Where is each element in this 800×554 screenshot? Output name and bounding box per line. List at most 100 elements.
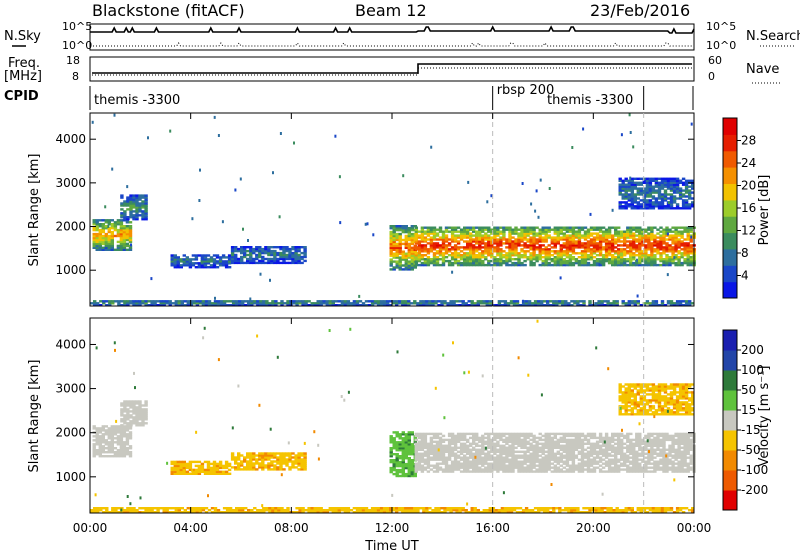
data-cell — [92, 238, 96, 242]
data-cell — [614, 226, 618, 229]
data-cell — [505, 440, 509, 443]
data-cell — [215, 254, 220, 257]
data-cell — [95, 433, 99, 436]
data-cell — [303, 259, 307, 263]
data-cell — [635, 248, 639, 251]
data-cell — [508, 462, 512, 465]
data-cell — [129, 424, 133, 427]
data-cell — [222, 300, 227, 303]
data-cell — [125, 427, 130, 430]
data-cell — [636, 302, 640, 305]
data-cell — [620, 248, 624, 251]
data-cell — [644, 240, 648, 243]
data-cell — [520, 460, 524, 463]
data-cell — [588, 302, 592, 305]
data-cell — [629, 234, 633, 237]
data-cell — [574, 246, 579, 249]
data-cell — [626, 458, 630, 461]
data-cell — [432, 238, 437, 241]
data-cell — [650, 252, 654, 255]
data-cell — [447, 432, 452, 436]
data-cell — [197, 460, 202, 464]
data-cell — [541, 252, 545, 255]
data-cell — [487, 442, 491, 445]
data-cell — [583, 452, 588, 455]
data-cell — [618, 203, 622, 206]
data-cell — [300, 460, 304, 463]
data-cell — [267, 261, 271, 265]
data-cell — [639, 181, 643, 184]
data-cell — [113, 225, 118, 228]
data-cell — [520, 450, 524, 453]
data-cell — [259, 302, 263, 305]
data-cell — [598, 234, 603, 237]
data-cell — [630, 177, 634, 180]
data-cell — [609, 304, 613, 307]
data-cell — [514, 446, 518, 449]
data-cell — [165, 302, 169, 305]
data-cell — [276, 460, 280, 463]
data-cell — [586, 254, 591, 257]
data-cell — [444, 456, 449, 459]
data-cell — [598, 263, 603, 267]
data-cell — [246, 452, 250, 455]
data-cell — [447, 244, 452, 247]
data-cell — [565, 263, 570, 267]
data-cell — [122, 435, 127, 438]
data-cell — [595, 436, 600, 440]
data-cell — [216, 302, 221, 305]
data-cell — [282, 261, 286, 265]
data-cell — [487, 242, 491, 245]
data-cell — [574, 464, 579, 467]
data-cell — [438, 228, 443, 231]
data-cell — [194, 468, 199, 472]
data-cell — [441, 252, 446, 255]
station-title: Blackstone (fitACF) — [92, 1, 245, 20]
data-cell — [201, 304, 206, 307]
data-cell — [641, 254, 645, 257]
data-cell — [249, 251, 253, 255]
data-cell — [110, 435, 114, 438]
data-cell — [132, 302, 136, 305]
data-cell — [426, 238, 431, 241]
data-cell — [389, 264, 393, 267]
data-cell — [623, 462, 627, 465]
data-cell — [404, 266, 408, 269]
data-cell — [126, 218, 130, 221]
data-cell — [623, 464, 627, 467]
data-cell — [98, 242, 102, 246]
data-cell — [98, 447, 102, 450]
data-cell — [419, 302, 423, 305]
data-cell — [95, 228, 99, 232]
data-cell — [481, 234, 485, 237]
data-cell — [407, 254, 411, 257]
data-cell — [401, 451, 405, 454]
data-cell — [538, 448, 542, 451]
data-cell — [447, 438, 452, 442]
data-cell — [407, 449, 411, 452]
data-cell — [620, 462, 624, 465]
data-cell — [672, 201, 677, 204]
data-cell — [564, 300, 568, 303]
data-cell — [116, 248, 121, 251]
data-cell — [240, 454, 244, 457]
data-cell — [173, 460, 177, 464]
data-cell — [555, 304, 559, 307]
data-cell — [647, 228, 651, 231]
data-cell — [261, 259, 265, 263]
data-cell — [469, 436, 473, 440]
data-cell — [487, 261, 491, 265]
data-cell — [517, 434, 521, 438]
data-cell — [466, 450, 470, 453]
data-cell — [422, 300, 426, 303]
data-cell — [620, 234, 624, 237]
data-cell — [650, 228, 654, 231]
data-cell — [481, 452, 485, 455]
data-cell — [126, 414, 130, 417]
data-cell — [544, 460, 548, 463]
data-cell — [684, 179, 689, 182]
data-cell — [392, 246, 396, 249]
data-cell — [630, 191, 634, 194]
data-cell — [414, 252, 418, 255]
